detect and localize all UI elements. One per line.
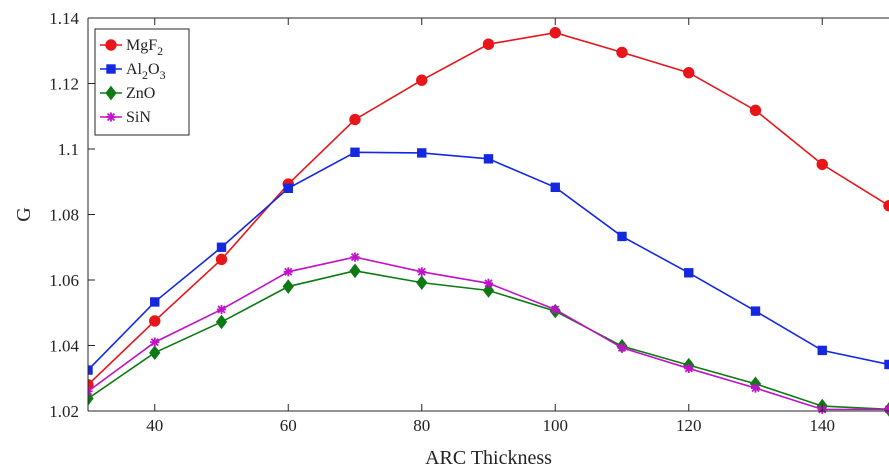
x-tick-label: 60	[280, 416, 297, 435]
data-point-mgf2	[683, 66, 695, 79]
data-point-zno	[349, 263, 361, 279]
y-tick-label: 1.02	[49, 402, 79, 421]
legend-label: Al2O3	[126, 61, 166, 82]
data-point-al2o3	[417, 148, 427, 158]
data-point-mgf2	[149, 315, 161, 327]
axes: 40 60 80 100 120 140 1.02 1.04 1.06 1.08 1.1 1.12 1.…	[49, 9, 889, 435]
legend: MgF2 Al2O3 ZnO SiN	[94, 28, 190, 136]
y-axis-label: G	[13, 207, 35, 221]
data-point-mgf2	[616, 46, 628, 59]
data-point-sin	[350, 252, 360, 262]
data-point-al2o3	[750, 306, 761, 316]
legend-label: SiN	[126, 109, 151, 126]
data-point-mgf2	[215, 253, 228, 266]
x-tick-label: 100	[543, 416, 569, 435]
data-point-mgf2	[482, 38, 495, 50]
data-point-sin	[884, 404, 889, 414]
x-tick-label: 140	[810, 416, 836, 435]
legend-marker-mgf2	[105, 39, 117, 51]
data-point-sin	[283, 267, 293, 277]
data-point-sin	[216, 304, 227, 315]
series-group	[88, 27, 889, 417]
legend-marker-sin	[106, 112, 116, 122]
y-tick-label: 1.14	[49, 9, 79, 28]
x-tick-label: 40	[146, 416, 163, 435]
data-point-sin	[88, 386, 93, 396]
y-tick-label: 1.1	[58, 140, 79, 159]
legend-label: ZnO	[126, 85, 155, 102]
data-point-al2o3	[216, 242, 227, 252]
data-point-mgf2	[416, 74, 428, 86]
legend-entry-al2o3: Al2O3	[100, 61, 166, 82]
data-point-al2o3	[617, 231, 627, 242]
data-point-sin	[684, 363, 694, 374]
data-point-zno	[215, 314, 228, 330]
data-point-mgf2	[549, 27, 561, 39]
data-point-al2o3	[283, 183, 293, 194]
y-tick-label: 1.04	[49, 337, 79, 356]
data-point-mgf2	[816, 158, 828, 171]
data-point-al2o3	[350, 147, 360, 157]
series-line-al2o3	[88, 151, 889, 371]
data-point-mgf2	[749, 104, 762, 117]
data-point-sin	[150, 337, 160, 347]
data-point-al2o3	[483, 154, 494, 164]
data-point-mgf2	[349, 113, 361, 126]
data-point-al2o3	[550, 182, 560, 193]
legend-marker-zno	[105, 85, 117, 101]
y-tick-label: 1.06	[49, 271, 79, 290]
data-point-al2o3	[150, 297, 160, 307]
legend-entry-sin: SiN	[100, 109, 151, 126]
data-point-sin	[417, 267, 427, 277]
data-point-sin	[617, 343, 627, 353]
legend-label: MgF2	[126, 37, 163, 58]
plot-area	[88, 27, 889, 417]
legend-marker-al2o3	[106, 64, 116, 74]
data-point-al2o3	[684, 268, 694, 278]
series-line-mgf2	[88, 31, 889, 386]
y-tick-label: 1.08	[49, 206, 79, 225]
data-point-al2o3	[884, 359, 889, 370]
x-tick-label: 80	[413, 416, 430, 435]
data-point-sin	[750, 383, 761, 393]
x-tick-label: 120	[676, 416, 702, 435]
data-point-zno	[482, 283, 495, 298]
data-point-sin	[550, 304, 560, 315]
data-point-zno	[282, 279, 294, 294]
data-point-sin	[483, 278, 494, 288]
data-point-zno	[149, 345, 161, 361]
data-point-al2o3	[817, 345, 827, 356]
legend-entry-mgf2: MgF2	[100, 37, 163, 58]
x-axis-label: ARC Thickness	[425, 447, 552, 469]
legend-entry-zno: ZnO	[100, 85, 155, 102]
data-point-zno	[416, 275, 428, 290]
y-tick-label: 1.12	[49, 75, 79, 94]
data-point-zno	[88, 391, 94, 406]
